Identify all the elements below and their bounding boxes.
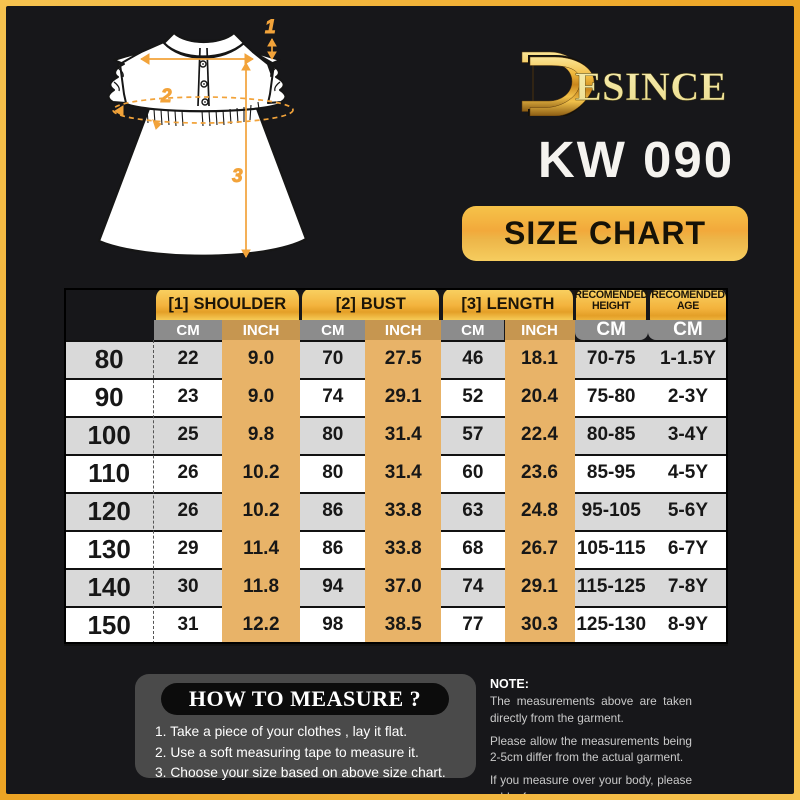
svg-text:2: 2 <box>160 86 172 107</box>
svg-text:1: 1 <box>265 17 276 38</box>
svg-text:3: 3 <box>232 166 243 187</box>
svg-text:ESINCE: ESINCE <box>575 64 727 109</box>
